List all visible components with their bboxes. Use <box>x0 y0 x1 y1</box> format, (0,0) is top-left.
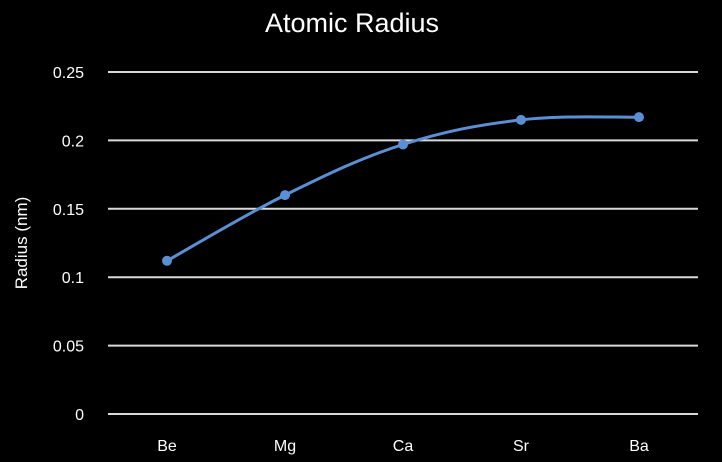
x-tick-label: Ca <box>393 438 414 455</box>
x-tick-label: Be <box>157 438 177 455</box>
y-tick-label: 0.2 <box>62 133 84 150</box>
y-tick-label: 0.1 <box>62 270 84 287</box>
data-point <box>162 255 172 266</box>
x-tick-labels: Be Mg Ca Sr Ba <box>157 438 649 455</box>
y-tick-label: 0.15 <box>53 202 84 219</box>
y-tick-label: 0 <box>75 407 84 424</box>
x-tick-label: Sr <box>513 438 530 455</box>
x-tick-label: Ba <box>629 438 649 455</box>
series <box>162 112 644 266</box>
series-line <box>165 115 641 263</box>
data-point <box>516 114 526 125</box>
y-axis-title: Radius (nm) <box>12 197 31 290</box>
data-point <box>634 112 644 123</box>
y-tick-label: 0.05 <box>53 339 84 356</box>
data-point <box>280 190 290 201</box>
y-tick-label: 0.25 <box>53 65 84 82</box>
y-tick-labels: 0 0.05 0.1 0.15 0.2 0.25 <box>53 65 84 424</box>
data-point <box>398 139 408 150</box>
chart-title: Atomic Radius <box>265 8 439 38</box>
x-tick-label: Mg <box>274 438 296 455</box>
